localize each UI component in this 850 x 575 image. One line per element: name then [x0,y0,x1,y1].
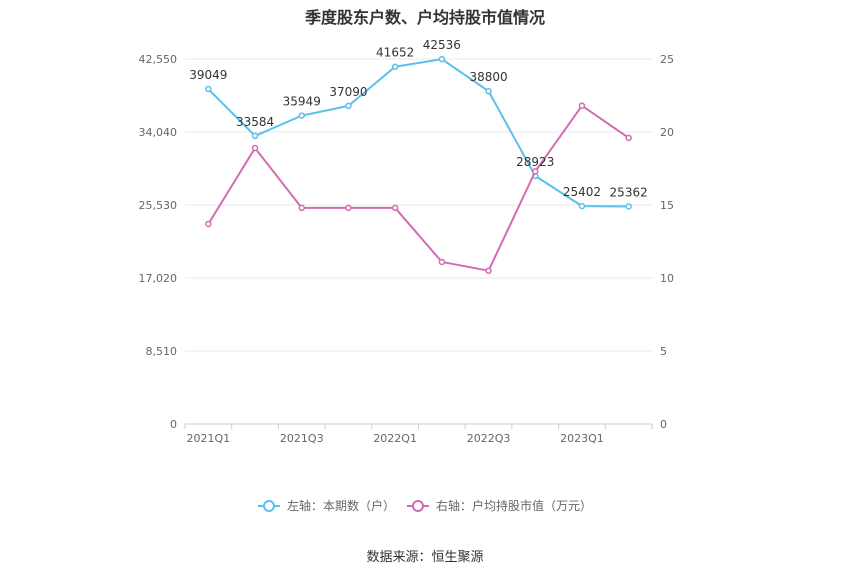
series-point-2 [578,102,586,109]
series-point-1 [438,55,446,63]
series-point-1 [625,203,632,210]
legend: 左轴：本期数（户） 右轴：户均持股市值（万元） [258,498,592,513]
series-layer [205,55,632,274]
right-axis-tick-label: 20 [660,126,674,139]
left-axis-tick-label: 34,040 [139,126,178,139]
axes: 0 0 8,510 5 17,020 10 25,530 15 34,040 20 42,550 25… [139,53,675,445]
series-point-1 [298,112,305,119]
grid-lines [185,58,652,425]
left-axis-tick-label: 42,550 [139,53,178,66]
legend-swatch-marker [263,500,275,512]
series-line-2 [207,104,630,272]
data-label: 37090 [329,85,367,99]
right-axis-tick-label: 0 [660,418,667,431]
series-point-1 [251,132,259,140]
x-axis-tick-label: 2023Q1 [560,432,604,445]
series-point-2 [345,204,352,212]
series-point-2 [625,134,632,142]
series-point-2 [532,168,539,175]
left-axis-tick-label: 25,530 [139,199,178,212]
series-point-1 [345,102,352,110]
series-point-1 [391,63,399,70]
right-axis-tick-label: 10 [660,272,674,285]
series-point-2 [391,204,399,212]
data-label: 35949 [283,95,321,109]
data-label: 25362 [610,185,648,199]
legend-label: 左轴：本期数（户） [287,498,395,513]
left-axis-tick-label: 17,020 [139,272,178,285]
right-axis-tick-label: 25 [660,53,674,66]
legend-swatch-marker [412,500,424,512]
series-point-2 [438,258,446,266]
left-axis-tick-label: 0 [170,418,177,431]
data-label: 39049 [189,68,227,82]
series-point-2 [298,204,305,212]
series-point-2 [205,220,212,228]
right-axis-tick-label: 15 [660,199,674,212]
series-line-1 [207,58,629,208]
x-axis-tick-label: 2021Q1 [187,432,231,445]
x-axis-tick-label: 2022Q3 [467,432,511,445]
data-label: 38800 [469,70,507,84]
data-label: 33584 [236,115,274,129]
data-label: 41652 [376,46,414,60]
series-point-2 [251,144,259,152]
left-axis-tick-label: 8,510 [146,345,178,358]
series-point-2 [485,267,492,274]
data-labels: 39049 33584 35949 37090 41652 42536 38800 28923… [189,38,647,199]
x-axis-tick-label: 2022Q1 [373,432,417,445]
legend-label: 右轴：户均持股市值（万元） [436,498,592,513]
series-point-1 [485,87,492,95]
data-label: 25402 [563,185,601,199]
series-point-1 [578,202,586,210]
x-axis-tick-label: 2021Q3 [280,432,324,445]
chart-title: 季度股东户数、户均持股市值情况 [304,8,545,27]
right-axis-tick-label: 5 [660,345,667,358]
data-label: 42536 [423,38,461,52]
source-note: 数据来源：恒生聚源 [366,550,484,565]
data-label: 28923 [516,155,554,169]
series-point-1 [205,85,212,93]
